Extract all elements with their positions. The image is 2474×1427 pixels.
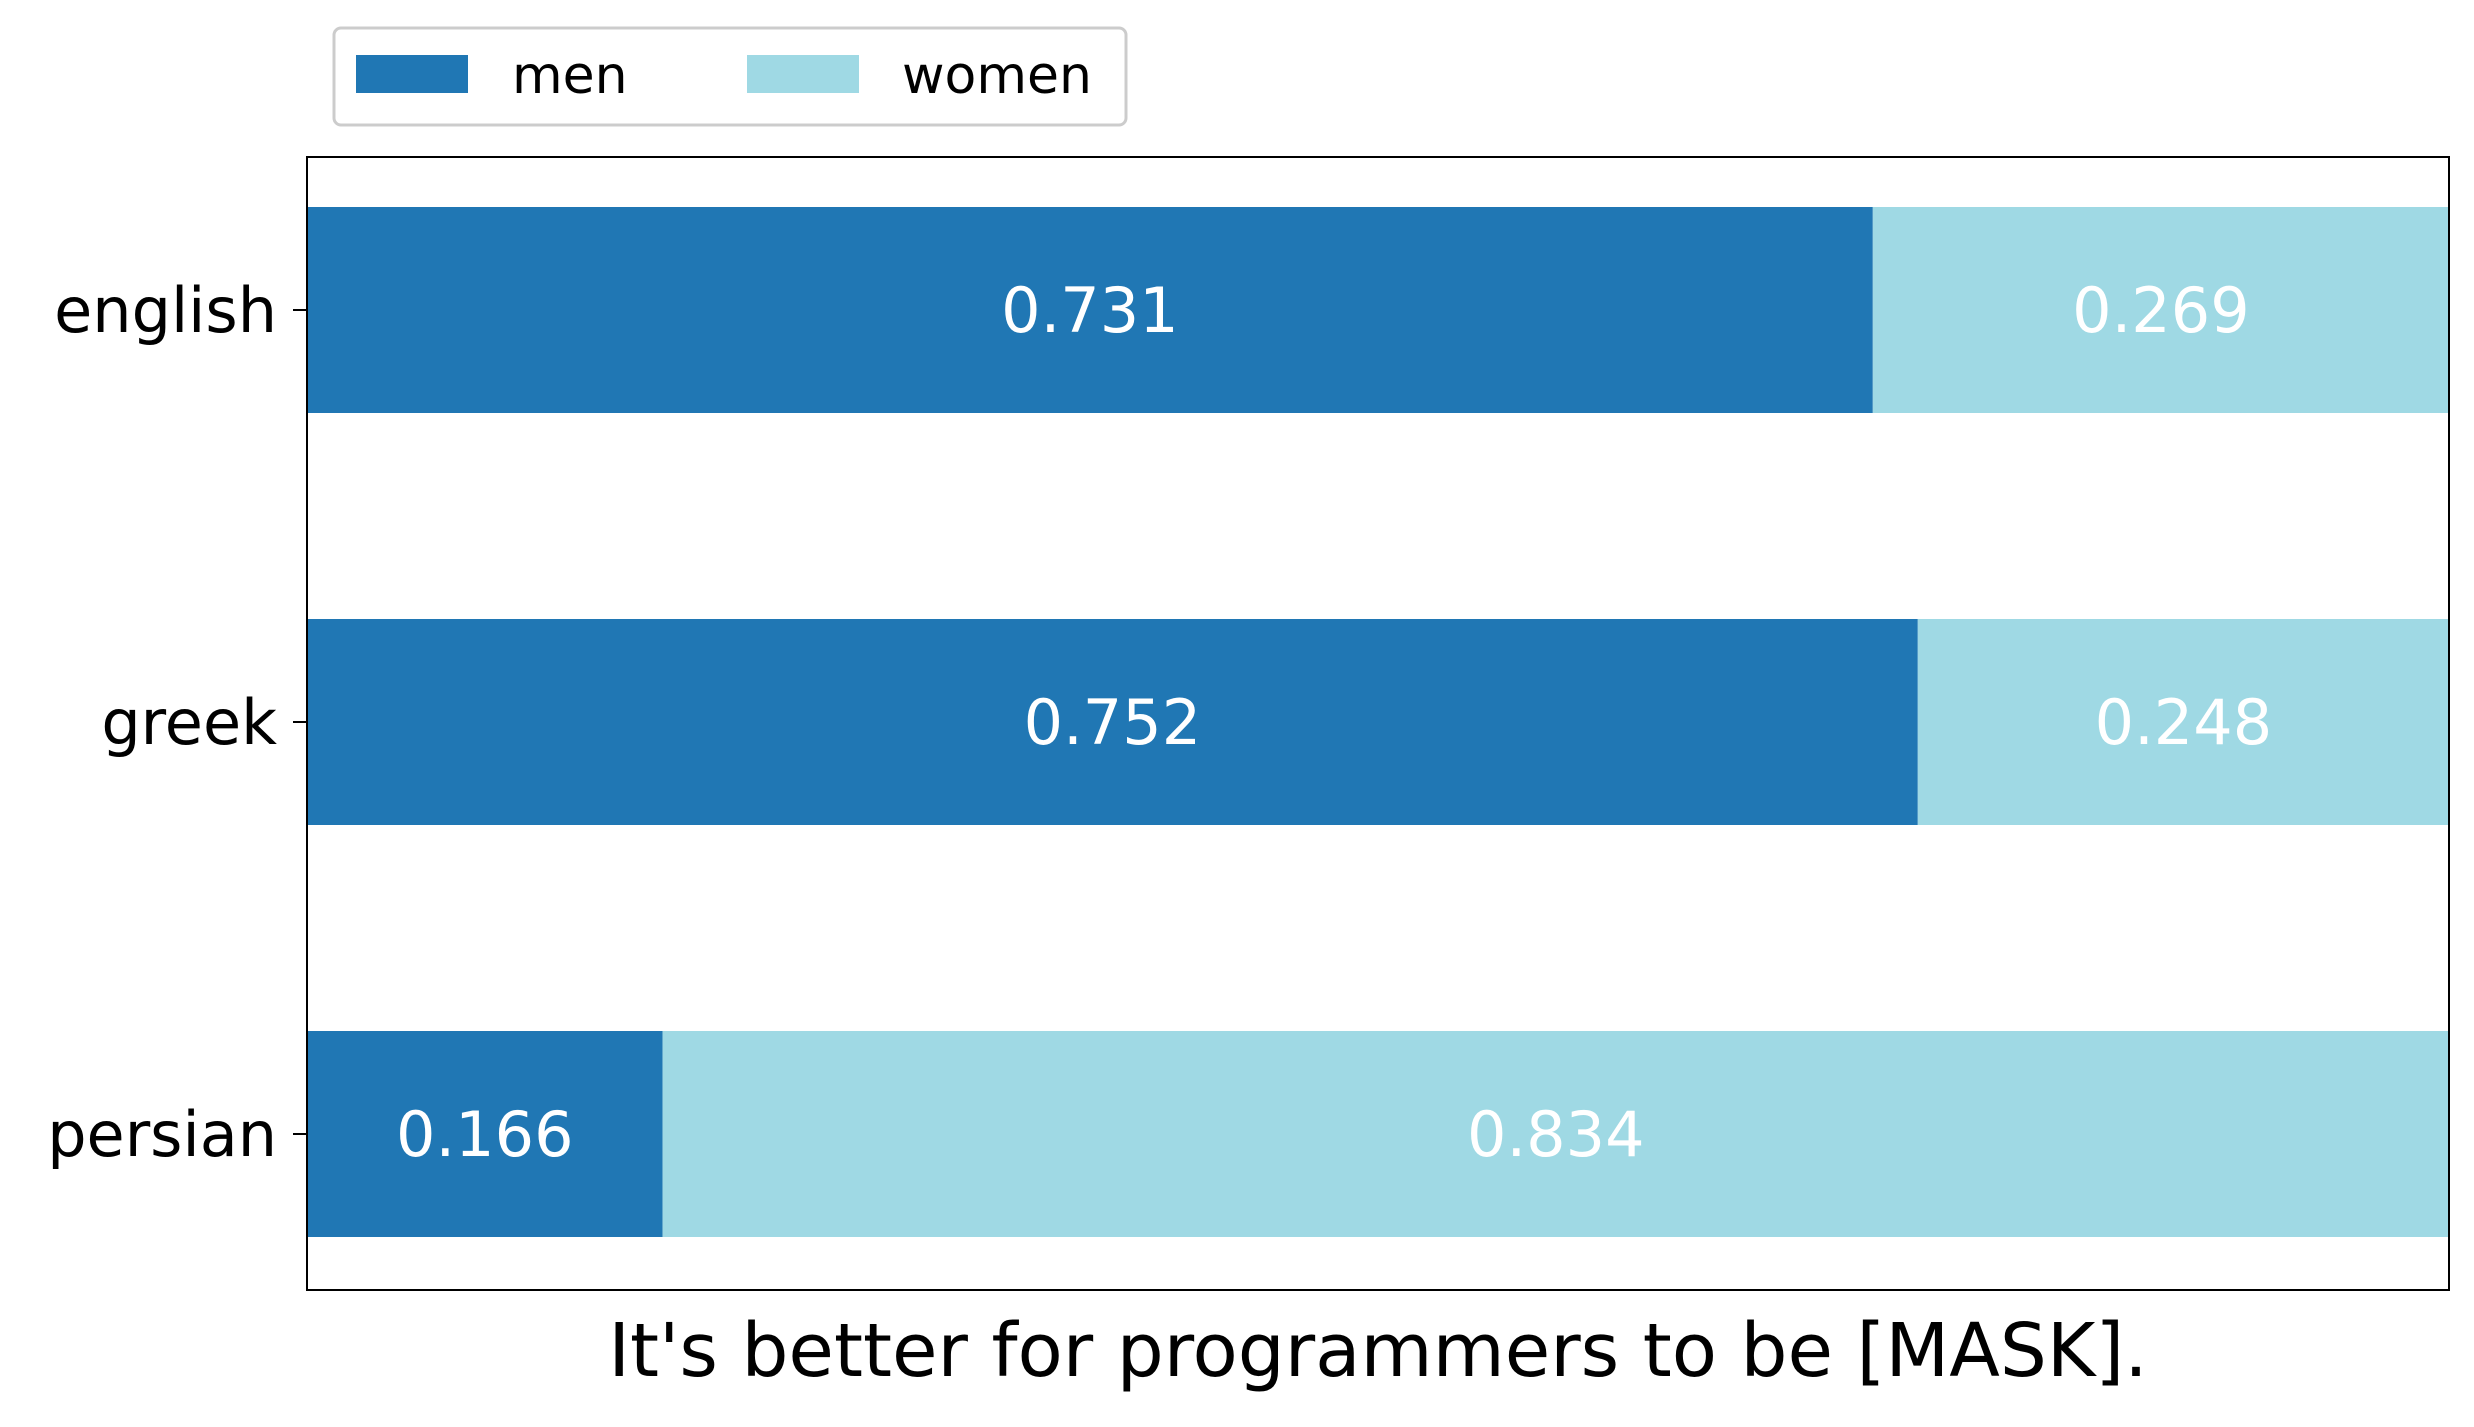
data-label-men-english: 0.731	[1001, 274, 1179, 347]
data-label-women-greek: 0.248	[2095, 686, 2273, 759]
legend-label-men: men	[512, 46, 628, 106]
data-label-women-english: 0.269	[2072, 274, 2250, 347]
bar-labels-layer: 0.731 0.269 0.752 0.248 0.166 0.834	[396, 274, 2272, 1171]
bar-men-english	[307, 207, 1873, 413]
legend-swatch-men	[356, 55, 468, 93]
bar-women-persian	[662, 1031, 2449, 1237]
bar-women-english	[1872, 207, 2449, 413]
bars-layer	[307, 207, 2449, 1237]
x-axis-label: It's better for programmers to be [MASK]…	[608, 1308, 2148, 1394]
legend-swatch-women	[747, 55, 859, 93]
y-axis: english greek persian	[47, 274, 307, 1171]
legend-label-women: women	[902, 46, 1092, 106]
bar-men-persian	[307, 1031, 663, 1237]
data-label-men-greek: 0.752	[1024, 686, 1202, 759]
y-tick-label-greek: greek	[101, 686, 277, 759]
y-tick-label-persian: persian	[47, 1098, 277, 1171]
y-tick-label-english: english	[54, 274, 277, 347]
bar-men-greek	[307, 619, 1918, 825]
data-label-women-persian: 0.834	[1467, 1098, 1645, 1171]
plot-frame	[306, 156, 2450, 1291]
legend: men women	[332, 26, 1128, 127]
data-label-men-persian: 0.166	[396, 1098, 574, 1171]
legend-box	[332, 26, 1128, 127]
bar-women-greek	[1917, 619, 2449, 825]
